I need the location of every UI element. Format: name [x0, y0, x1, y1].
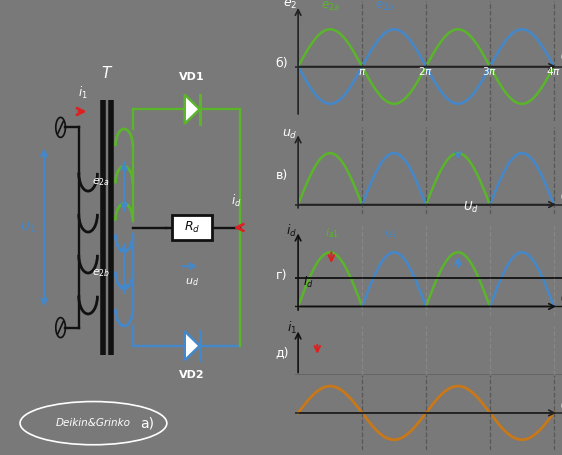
- Text: $\theta$: $\theta$: [560, 291, 562, 305]
- Text: б): б): [275, 56, 288, 70]
- Polygon shape: [185, 95, 200, 124]
- FancyBboxPatch shape: [172, 215, 212, 240]
- Text: $3\pi$: $3\pi$: [482, 65, 497, 77]
- Text: $\theta$: $\theta$: [560, 398, 562, 412]
- Text: в): в): [276, 169, 288, 182]
- Text: $u_d$: $u_d$: [282, 128, 297, 141]
- Text: $I_d$: $I_d$: [302, 275, 314, 290]
- Text: $4\pi$: $4\pi$: [546, 65, 561, 77]
- Text: г): г): [276, 269, 288, 283]
- Text: $U_d$: $U_d$: [463, 200, 479, 215]
- Text: $2\pi$: $2\pi$: [419, 65, 433, 77]
- Text: $U_1$: $U_1$: [20, 220, 36, 235]
- Text: VD1: VD1: [179, 71, 205, 81]
- Text: $e_{2a}$: $e_{2a}$: [320, 0, 339, 13]
- Text: Deikin&Grinko: Deikin&Grinko: [56, 418, 131, 428]
- Text: $i_1$: $i_1$: [78, 85, 88, 101]
- Text: $R_d$: $R_d$: [184, 220, 200, 235]
- Text: $i_{a1}$: $i_{a1}$: [325, 226, 339, 240]
- Text: $u_d$: $u_d$: [185, 276, 199, 288]
- Text: $e_{2a}$: $e_{2a}$: [92, 176, 111, 188]
- Text: $\theta$: $\theta$: [560, 49, 562, 63]
- Text: $e_2$: $e_2$: [283, 0, 297, 11]
- Text: $\theta$: $\theta$: [560, 189, 562, 203]
- Text: д): д): [275, 346, 288, 359]
- Text: $i_1$: $i_1$: [287, 320, 297, 336]
- Text: VD2: VD2: [179, 369, 205, 379]
- Text: $i_d$: $i_d$: [231, 193, 242, 209]
- Polygon shape: [185, 331, 200, 360]
- Text: $e_{2b}$: $e_{2b}$: [375, 0, 394, 13]
- Text: а): а): [140, 417, 154, 431]
- Text: $\pi$: $\pi$: [358, 67, 366, 77]
- Text: $i_{a2}$: $i_{a2}$: [384, 226, 398, 240]
- Text: $T$: $T$: [101, 65, 113, 81]
- Text: $i_d$: $i_d$: [286, 223, 297, 239]
- Text: $e_{2b}$: $e_{2b}$: [92, 267, 111, 279]
